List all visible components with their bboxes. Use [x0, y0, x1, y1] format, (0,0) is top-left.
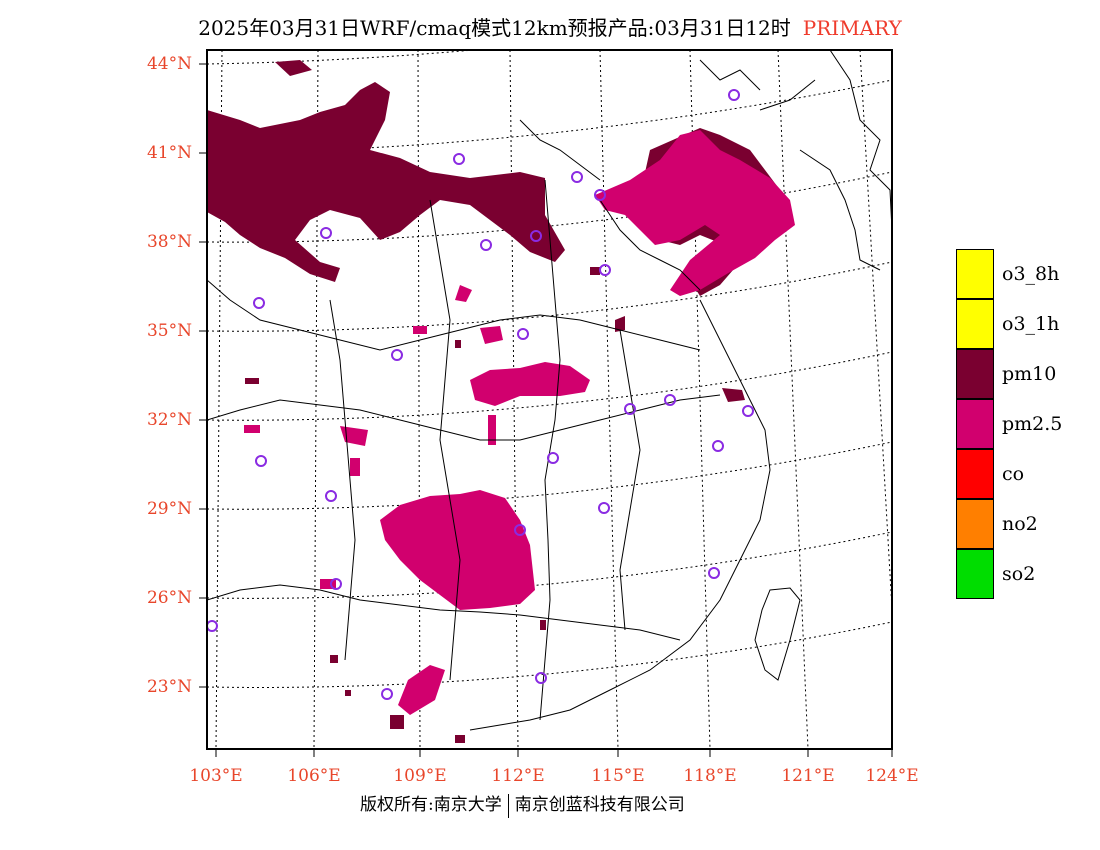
legend-label: co: [1002, 463, 1025, 485]
legend-label: no2: [1002, 513, 1038, 535]
legend-swatch: [956, 299, 994, 349]
copyright-right: 南京创蓝科技有限公司: [514, 795, 685, 815]
lon-label-103e: 103°E: [189, 766, 243, 786]
legend-label: o3_1h: [1002, 313, 1060, 335]
map-title: 2025年03月31日WRF/cmaq模式12km预报产品:03月31日12时 P…: [0, 12, 1100, 41]
lat-label-38n: 38°N: [146, 232, 192, 252]
lat-label-26n: 26°N: [146, 588, 192, 608]
copyright-footer: 版权所有:南京大学 南京创蓝科技有限公司: [360, 790, 685, 818]
legend-label: o3_8h: [1002, 263, 1060, 285]
lon-label-121e: 121°E: [781, 766, 835, 786]
lon-label-124e: 124°E: [865, 766, 919, 786]
lat-label-32n: 32°N: [146, 410, 192, 430]
lon-label-106e: 106°E: [287, 766, 341, 786]
legend-swatch: [956, 449, 994, 499]
map-frame: [206, 49, 893, 750]
axis-ticks: [199, 63, 893, 757]
lon-label-112e: 112°E: [491, 766, 545, 786]
lon-label-109e: 109°E: [393, 766, 447, 786]
legend-swatch: [956, 399, 994, 449]
lat-label-44n: 44°N: [146, 54, 192, 74]
lon-label-118e: 118°E: [683, 766, 737, 786]
lon-label-115e: 115°E: [591, 766, 645, 786]
pm25-areas: [244, 130, 795, 715]
title-tag: PRIMARY: [802, 16, 902, 40]
footer-divider: [507, 793, 509, 818]
legend-swatch: [956, 499, 994, 549]
lat-label-41n: 41°N: [146, 143, 192, 163]
legend-label: pm10: [1002, 363, 1057, 385]
legend-swatch: [956, 249, 994, 299]
legend-swatch: [956, 549, 994, 599]
title-text: 2025年03月31日WRF/cmaq模式12km预报产品:03月31日12时: [198, 16, 791, 40]
lat-label-35n: 35°N: [146, 321, 192, 341]
legend-label: pm2.5: [1002, 413, 1063, 435]
lat-label-23n: 23°N: [146, 677, 192, 697]
legend-swatch: [956, 349, 994, 399]
copyright-left: 版权所有:南京大学: [360, 795, 502, 815]
latitude-gridlines: [207, 50, 892, 688]
station-markers: [207, 89, 754, 700]
legend-label: so2: [1002, 563, 1036, 585]
lat-label-29n: 29°N: [146, 499, 192, 519]
